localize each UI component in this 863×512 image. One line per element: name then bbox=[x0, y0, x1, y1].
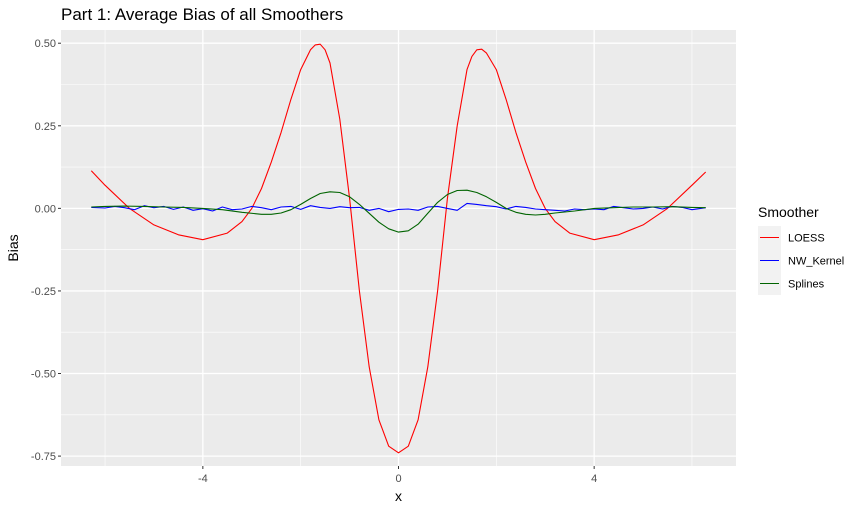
major-grid bbox=[61, 30, 736, 466]
y-tick-label: 0.00 bbox=[35, 203, 56, 215]
legend-label: Splines bbox=[788, 279, 825, 291]
series-line-loess bbox=[90, 43, 707, 454]
legend-label: LOESS bbox=[788, 233, 825, 245]
x-axis-ticks: -4 0 4 bbox=[198, 466, 597, 485]
legend: Smoother LOESS NW_Kernel Splines bbox=[758, 204, 844, 295]
y-tick-label: -0.25 bbox=[31, 286, 56, 298]
series-lines bbox=[90, 43, 707, 454]
series-line-splines bbox=[91, 189, 706, 233]
legend-label: NW_Kernel bbox=[788, 256, 844, 268]
chart-title: Part 1: Average Bias of all Smoothers bbox=[61, 5, 343, 24]
series-line-nw-kernel bbox=[91, 202, 706, 213]
y-axis-title: Bias bbox=[5, 234, 21, 261]
y-axis-ticks: 0.50 0.25 0.00 -0.25 -0.50 -0.75 bbox=[31, 38, 61, 463]
y-tick-label: 0.50 bbox=[35, 38, 56, 50]
y-tick-label: -0.75 bbox=[31, 451, 56, 463]
legend-title: Smoother bbox=[758, 204, 819, 220]
x-axis-title: x bbox=[395, 488, 402, 504]
x-tick-label: 4 bbox=[591, 473, 597, 485]
x-tick-label: -4 bbox=[198, 473, 208, 485]
x-tick-label: 0 bbox=[395, 473, 401, 485]
y-tick-label: -0.50 bbox=[31, 369, 56, 381]
y-tick-label: 0.25 bbox=[35, 121, 56, 133]
